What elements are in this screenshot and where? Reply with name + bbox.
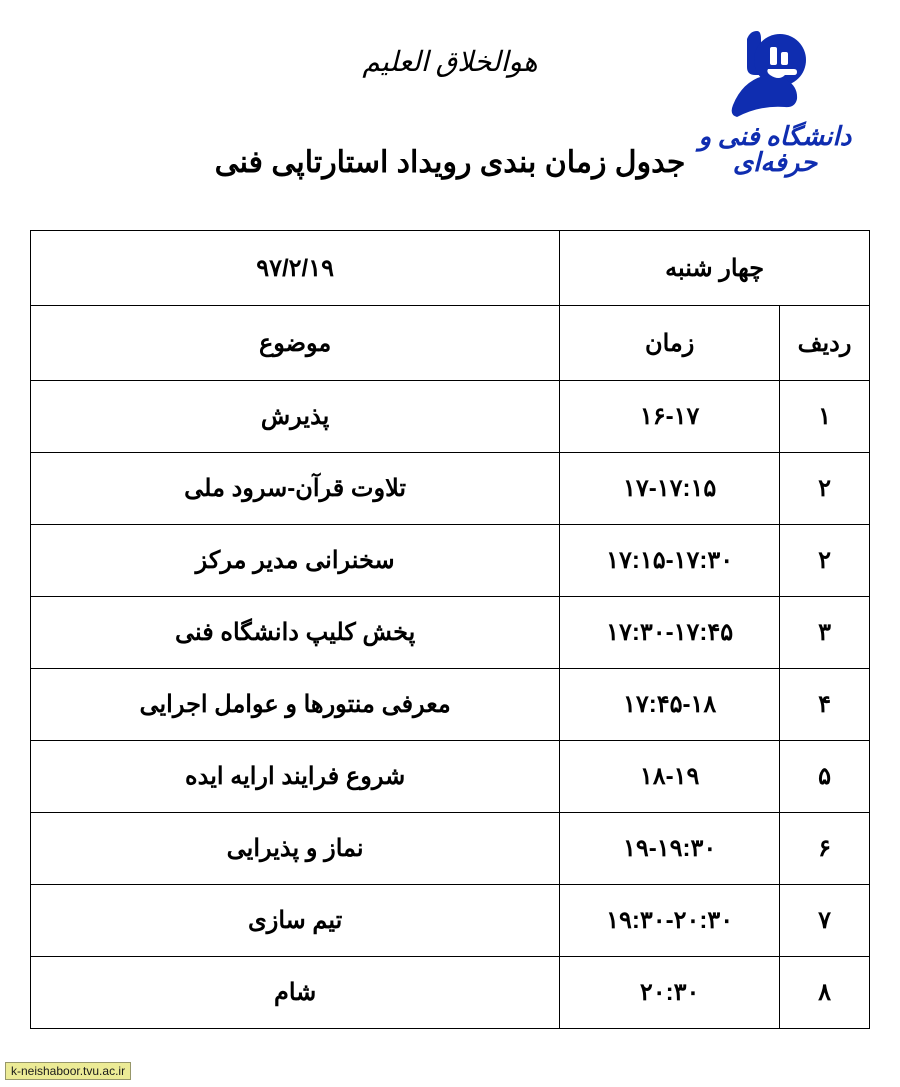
table-row: ۲ ۱۷:۱۵-۱۷:۳۰ سخنرانی مدیر مرکز: [31, 525, 870, 597]
idx-cell: ۱: [780, 381, 870, 453]
footer-url: k-neishaboor.tvu.ac.ir: [5, 1062, 131, 1080]
subject-cell: تیم سازی: [31, 885, 560, 957]
time-cell: ۱۹:۳۰-۲۰:۳۰: [560, 885, 780, 957]
table-row: ۶ ۱۹-۱۹:۳۰ نماز و پذیرایی: [31, 813, 870, 885]
col-header-idx: ردیف: [780, 306, 870, 381]
header-row: ردیف زمان موضوع: [31, 306, 870, 381]
page: هوالخلاق العلیم دانشگاه فنی و حرفه‌ای جد…: [0, 0, 900, 1029]
subject-cell: پخش کلیپ دانشگاه فنی: [31, 597, 560, 669]
subject-cell: شروع فرایند ارایه ایده: [31, 741, 560, 813]
idx-cell: ۴: [780, 669, 870, 741]
date-row: چهار شنبه ۹۷/۲/۱۹: [31, 231, 870, 306]
time-cell: ۱۹-۱۹:۳۰: [560, 813, 780, 885]
bismillah: هوالخلاق العلیم: [362, 45, 537, 79]
schedule-table: چهار شنبه ۹۷/۲/۱۹ ردیف زمان موضوع ۱ ۱۶-۱…: [30, 230, 870, 1029]
table-row: ۵ ۱۸-۱۹ شروع فرایند ارایه ایده: [31, 741, 870, 813]
day-cell: چهار شنبه: [560, 231, 870, 306]
table-row: ۸ ۲۰:۳۰ شام: [31, 957, 870, 1029]
idx-cell: ۶: [780, 813, 870, 885]
university-logo-icon: [715, 25, 835, 120]
page-title: جدول زمان بندی رویداد استارتاپی فنی: [215, 145, 686, 180]
table-row: ۲ ۱۷-۱۷:۱۵ تلاوت قرآن-سرود ملی: [31, 453, 870, 525]
date-cell: ۹۷/۲/۱۹: [31, 231, 560, 306]
table-row: ۳ ۱۷:۳۰-۱۷:۴۵ پخش کلیپ دانشگاه فنی: [31, 597, 870, 669]
idx-cell: ۲: [780, 453, 870, 525]
time-cell: ۲۰:۳۰: [560, 957, 780, 1029]
time-cell: ۱۷:۳۰-۱۷:۴۵: [560, 597, 780, 669]
table-row: ۷ ۱۹:۳۰-۲۰:۳۰ تیم سازی: [31, 885, 870, 957]
time-cell: ۱۷:۴۵-۱۸: [560, 669, 780, 741]
subject-cell: تلاوت قرآن-سرود ملی: [31, 453, 560, 525]
table-row: ۱ ۱۶-۱۷ پذیرش: [31, 381, 870, 453]
subject-cell: معرفی منتورها و عوامل اجرایی: [31, 669, 560, 741]
header: هوالخلاق العلیم دانشگاه فنی و حرفه‌ای جد…: [30, 20, 870, 200]
idx-cell: ۷: [780, 885, 870, 957]
time-cell: ۱۷-۱۷:۱۵: [560, 453, 780, 525]
subject-cell: شام: [31, 957, 560, 1029]
idx-cell: ۵: [780, 741, 870, 813]
logo-text: دانشگاه فنی و حرفه‌ای: [690, 124, 860, 176]
subject-cell: سخنرانی مدیر مرکز: [31, 525, 560, 597]
time-cell: ۱۸-۱۹: [560, 741, 780, 813]
time-cell: ۱۷:۱۵-۱۷:۳۰: [560, 525, 780, 597]
col-header-time: زمان: [560, 306, 780, 381]
idx-cell: ۳: [780, 597, 870, 669]
idx-cell: ۸: [780, 957, 870, 1029]
table-row: ۴ ۱۷:۴۵-۱۸ معرفی منتورها و عوامل اجرایی: [31, 669, 870, 741]
time-cell: ۱۶-۱۷: [560, 381, 780, 453]
logo: دانشگاه فنی و حرفه‌ای: [690, 25, 860, 176]
idx-cell: ۲: [780, 525, 870, 597]
subject-cell: پذیرش: [31, 381, 560, 453]
subject-cell: نماز و پذیرایی: [31, 813, 560, 885]
col-header-subject: موضوع: [31, 306, 560, 381]
